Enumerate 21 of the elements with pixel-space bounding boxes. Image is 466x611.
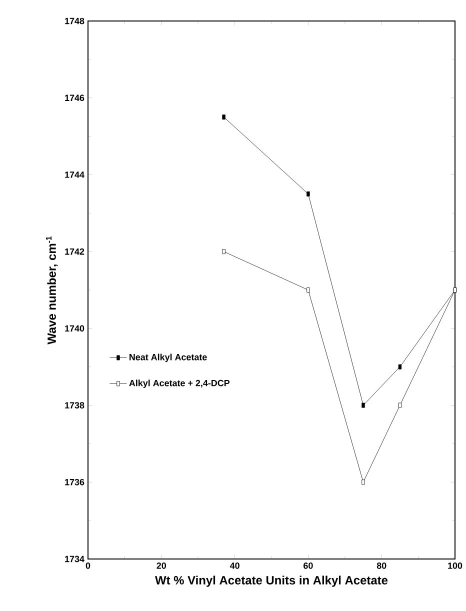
legend-label: Neat Alkyl Acetate	[130, 354, 207, 362]
y-tick-label: 1744	[65, 172, 85, 178]
x-tick-label: 0	[86, 562, 90, 569]
y-tick-label: 1748	[65, 18, 84, 24]
x-tick-label: 80	[376, 562, 386, 569]
y-tick-label: 1736	[65, 478, 84, 486]
y-tick-label: 1734	[65, 556, 85, 562]
x-tick-label: 100	[448, 562, 462, 569]
x-axis-title: Wt % Vinyl Acetate Units in Alkyl Acetate	[155, 576, 388, 587]
point	[306, 288, 310, 292]
x-tick-label: 20	[156, 562, 166, 569]
y-tick-label: 1738	[65, 402, 84, 408]
y-tick-label: 1740	[65, 325, 84, 332]
point	[398, 402, 402, 408]
x-tick-label: 40	[230, 562, 240, 569]
point	[398, 364, 402, 370]
y-axis-title: Wave number, cm$^{-1}$	[46, 236, 58, 344]
y-tick-label: 1742	[65, 248, 84, 255]
y-tick-label: 1746	[65, 94, 84, 102]
x-tick-label: 60	[304, 562, 313, 569]
legend-label: Alkyl Acetate + 2,4-DCP	[129, 380, 230, 388]
